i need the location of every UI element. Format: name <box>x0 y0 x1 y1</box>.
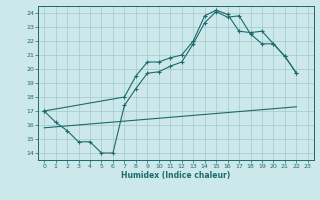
X-axis label: Humidex (Indice chaleur): Humidex (Indice chaleur) <box>121 171 231 180</box>
